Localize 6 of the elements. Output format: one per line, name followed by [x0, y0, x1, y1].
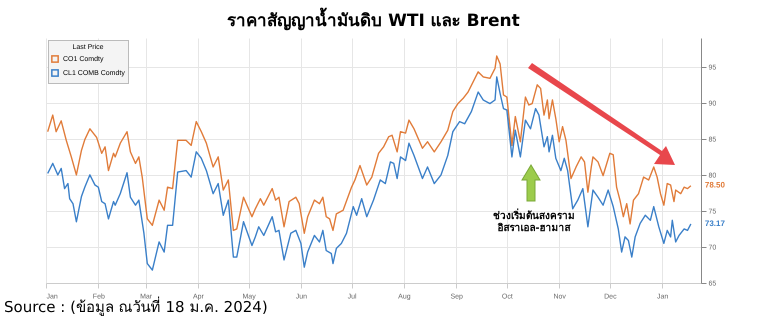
- annotation: 78.50: [704, 180, 726, 190]
- line-series: [46, 76, 692, 271]
- annotation: ช่วงเริ่มต้นสงคราม อิสราเอล-ฮามาส: [493, 208, 575, 234]
- line-series: [46, 55, 692, 234]
- annotation: 73.17: [704, 218, 726, 228]
- chart-title: ราคาสัญญาน้ำมันดิบ WTI และ Brent: [227, 7, 520, 31]
